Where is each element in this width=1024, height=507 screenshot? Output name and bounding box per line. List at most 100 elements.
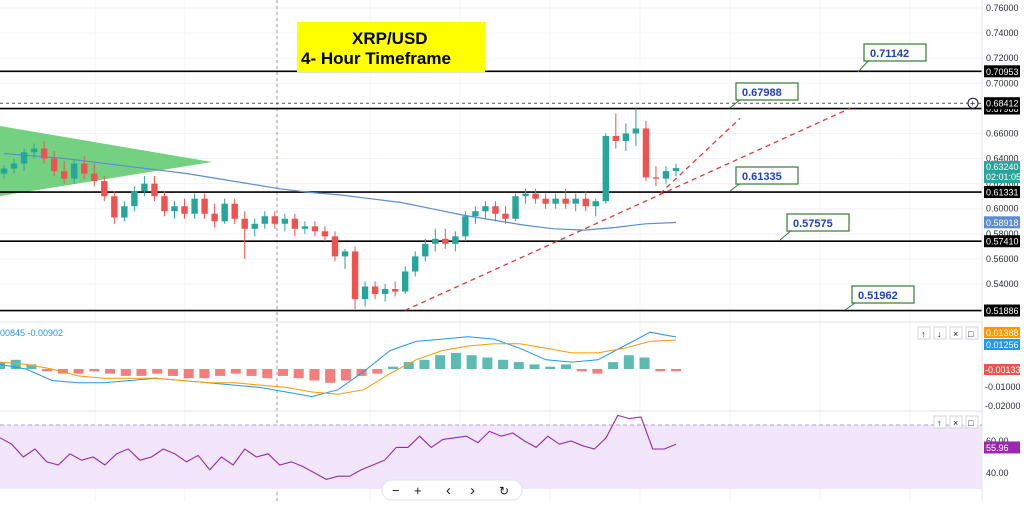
candle-body [151, 184, 157, 197]
macd-hist-text: -0.00133 [985, 365, 1021, 375]
candle-body [522, 194, 528, 197]
macd-histogram-bar [467, 355, 477, 369]
candle-body [201, 199, 207, 214]
macd-histogram-bar [514, 362, 524, 369]
candle-body [492, 206, 498, 214]
candle-body [41, 149, 47, 159]
candle-body [432, 239, 438, 244]
macd-histogram-bar [608, 362, 618, 369]
reset-chart-button[interactable]: ↻ [499, 484, 509, 498]
candle-body [623, 133, 629, 141]
candle-body [552, 199, 558, 204]
candle-body [402, 271, 408, 291]
macd-histogram-bar [341, 369, 351, 381]
macd-histogram-bar [671, 369, 681, 371]
macd-histogram-bar [561, 364, 571, 369]
scroll-left-button[interactable]: ‹ [446, 482, 451, 499]
macd-histogram-bar [278, 369, 288, 376]
macd-histogram-bar [184, 369, 194, 378]
candle-body [573, 199, 579, 204]
macd-histogram-bar [294, 369, 304, 378]
macd-histogram-bar [105, 369, 115, 374]
macd-histogram-bar [74, 369, 84, 374]
macd-histogram-bar [624, 355, 634, 369]
candle-body [332, 236, 338, 256]
macd-line-text: 0.01256 [986, 340, 1019, 350]
level-price-text: 0.70953 [986, 67, 1019, 77]
candle-body [322, 231, 328, 236]
macd-close-icon: × [953, 329, 958, 339]
candle-body [482, 206, 488, 211]
candle-body [342, 251, 348, 256]
candle-body [512, 196, 518, 219]
candle-body [452, 236, 458, 244]
candle-body [121, 206, 127, 217]
price-tick-label: 0.70000 [986, 78, 1019, 88]
candle-body [352, 251, 358, 299]
macd-histogram-bar [498, 360, 508, 369]
last-price-text: 0.63240 [986, 162, 1019, 172]
macd-histogram-bar [42, 369, 52, 371]
candle-body [131, 191, 137, 206]
price-tick-label: 0.54000 [986, 279, 1019, 289]
candle-body [422, 244, 428, 257]
macd-histogram-bar [168, 369, 178, 376]
candle-body [302, 226, 308, 229]
price-tick-label: 0.60000 [986, 204, 1019, 214]
candle-body [111, 196, 117, 217]
candle-body [242, 219, 248, 229]
callout-label: 0.71142 [870, 48, 909, 60]
candle-body [382, 289, 388, 294]
callout-label: 0.67988 [742, 87, 782, 99]
candle-body [663, 171, 669, 179]
level-price-text: 0.51886 [986, 306, 1019, 316]
price-tick-label: 0.76000 [986, 3, 1019, 13]
macd-histogram-bar [262, 369, 272, 378]
add-alert-plus: + [970, 99, 975, 109]
macd-histogram-bar [592, 369, 602, 374]
candle-body [643, 128, 649, 177]
callout-label: 0.61335 [742, 171, 782, 183]
rsi-tick-label: 40.00 [986, 468, 1009, 478]
crosshair-price-text: 0.68412 [986, 99, 1019, 109]
rsi-value-text: 55.96 [986, 443, 1009, 453]
candle-body [71, 164, 77, 179]
rsi-close-icon: × [953, 418, 958, 428]
price-tick-label: 0.72000 [986, 53, 1019, 63]
candle-body [562, 199, 568, 204]
macd-pane-controls: ↑ ↓ × □ [918, 327, 978, 339]
candle-body [653, 177, 659, 178]
title-line2: 4- Hour Timeframe [301, 49, 451, 68]
level-price-text: 0.61331 [986, 188, 1019, 198]
macd-histogram-bar [152, 369, 162, 374]
candle-body [292, 219, 298, 229]
candle-body [502, 214, 508, 219]
level-callouts: 0.711420.679880.613350.575750.51962 [730, 44, 926, 310]
candle-body [593, 201, 599, 206]
macd-move-up-icon: ↑ [921, 329, 926, 339]
trendline-upper [660, 118, 740, 193]
macd-tick-label: -0.01000 [985, 382, 1021, 392]
macd-histogram-bar [199, 369, 209, 378]
macd-histogram-bar [482, 358, 492, 370]
macd-histogram-bar [231, 369, 241, 374]
macd-histogram-bar [435, 355, 445, 369]
candle-body [312, 226, 318, 231]
ma-value-text: 0.58918 [986, 218, 1019, 228]
candle-body [91, 174, 97, 182]
candle-body [583, 199, 589, 207]
candle-body [673, 168, 679, 171]
candle-body [362, 287, 368, 300]
callout-label: 0.57575 [793, 218, 833, 230]
rsi-pane [0, 415, 982, 489]
zoom-out-button[interactable]: − [392, 483, 400, 498]
macd-signal-text: 0.01388 [986, 328, 1019, 338]
macd-histogram-bar [640, 358, 650, 370]
candle-body [161, 196, 167, 211]
macd-histogram-bar [215, 369, 225, 376]
candle-body [272, 216, 278, 224]
zoom-in-button[interactable]: + [414, 483, 422, 498]
scroll-right-button[interactable]: › [470, 482, 475, 499]
